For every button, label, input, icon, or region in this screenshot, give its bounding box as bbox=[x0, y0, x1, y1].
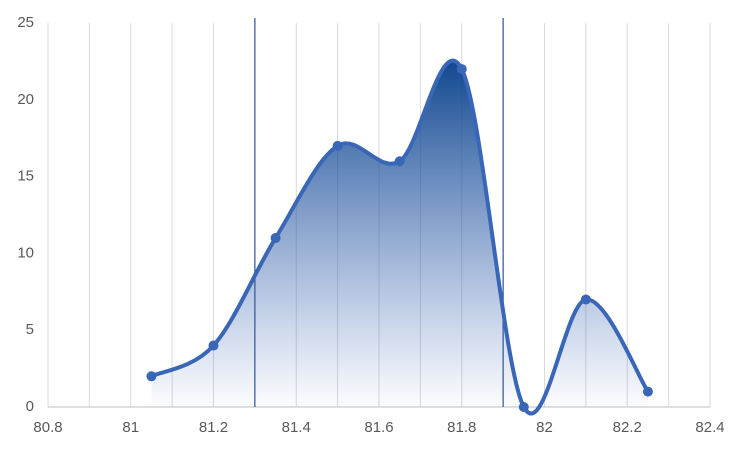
point bbox=[332, 140, 343, 151]
point bbox=[642, 386, 653, 397]
y-tick-label: 10 bbox=[17, 244, 34, 261]
point bbox=[270, 233, 281, 244]
y-tick-label: 0 bbox=[26, 398, 34, 415]
point bbox=[208, 340, 219, 351]
point bbox=[580, 294, 591, 305]
point bbox=[456, 64, 467, 75]
x-tick-label: 82.4 bbox=[695, 419, 724, 436]
x-tick-label: 81.6 bbox=[364, 419, 393, 436]
y-tick-label: 15 bbox=[17, 168, 34, 185]
point bbox=[146, 371, 157, 382]
point bbox=[394, 156, 405, 167]
y-tick-label: 20 bbox=[17, 91, 34, 108]
y-tick-label: 5 bbox=[26, 321, 34, 338]
x-tick-label: 81.4 bbox=[282, 419, 311, 436]
y-tick-label: 25 bbox=[17, 14, 34, 31]
x-tick-label: 82.2 bbox=[613, 419, 642, 436]
x-tick-label: 81.2 bbox=[199, 419, 228, 436]
point bbox=[518, 402, 529, 412]
x-tick-label: 81.8 bbox=[447, 419, 476, 436]
x-tick-label: 80.8 bbox=[33, 419, 62, 436]
x-tick-label: 81 bbox=[122, 419, 139, 436]
x-tick-label: 82 bbox=[536, 419, 553, 436]
area bbox=[151, 60, 648, 414]
line bbox=[150, 58, 650, 416]
